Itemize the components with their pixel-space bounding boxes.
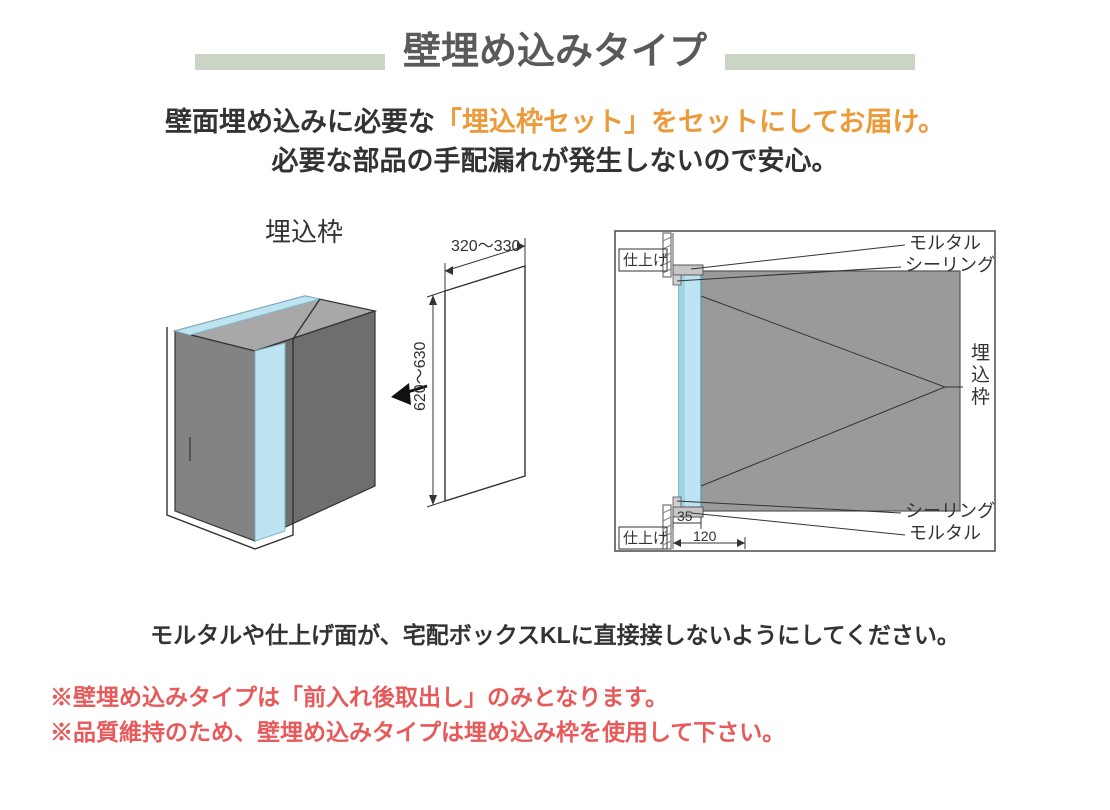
label-frame-char2: 込 [971,364,990,386]
label-sealing-top: シーリング [905,255,995,275]
leader-mortar-bottom [691,513,905,535]
frame-strip-front [255,343,285,541]
sealing-bottom [673,497,681,507]
embed-frame-edge [679,273,685,509]
right-diagram: モルタル シーリング 仕上げ [585,201,1015,586]
left-diagram: 埋込枠 [95,201,575,586]
subtitle: 壁面埋め込みに必要な「埋込枠セット」をセットにしてお届け。 必要な部品の手配漏れ… [45,103,1065,181]
subtitle-pre: 壁面埋め込みに必要な [165,107,435,137]
label-frame-char1: 埋 [971,342,990,364]
warnings: ※壁埋め込みタイプは「前入れ後取出し」のみとなります。 ※品質維持のため、壁埋め… [50,680,1065,749]
warning-1: ※壁埋め込みタイプは「前入れ後取出し」のみとなります。 [50,680,1065,715]
label-sealing-bottom: シーリング [905,501,995,521]
mortar-top [673,265,703,275]
sealing-top [673,275,681,285]
frame-label: 埋込枠 [265,217,343,247]
diagram-row: 埋込枠 [45,201,1065,586]
label-mortar-bottom: モルタル [909,523,981,543]
label-frame-char3: 枠 [971,386,990,408]
right-diagram-svg: モルタル シーリング 仕上げ [585,201,1015,581]
caution-note: モルタルや仕上げ面が、宅配ボックスKLに直接接しないようにしてください。 [45,616,1065,650]
dim-120: 120 [673,528,745,549]
subtitle-line2: 必要な部品の手配漏れが発生しないので安心。 [272,146,839,176]
subtitle-highlight: 「埋込枠セット」をセットにしてお届け。 [435,107,945,137]
height-dim: 620～630 [412,342,429,411]
opening-outline: 320～330 620～630 [412,238,525,507]
svg-text:35: 35 [677,508,693,524]
leader-mortar-top [691,245,905,269]
warning-2: ※品質維持のため、壁埋め込みタイプは埋め込み枠を使用して下さい。 [50,715,1065,750]
box-front-face [175,331,255,541]
left-diagram-svg: 埋込枠 [95,201,575,581]
page-title: 壁埋め込みタイプ [385,20,725,75]
svg-text:120: 120 [693,528,717,544]
wall-body [700,271,960,511]
width-dim: 320～330 [451,238,520,255]
label-finish-bottom: 仕上げ [623,530,668,547]
title-section: 壁埋め込みタイプ [45,20,1065,75]
label-mortar-top: モルタル [909,233,981,253]
label-finish-top: 仕上げ [623,252,668,269]
arrow-head-icon [391,383,411,405]
